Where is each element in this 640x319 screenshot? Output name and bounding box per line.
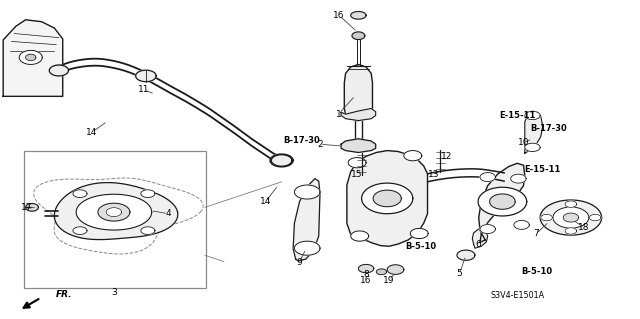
Text: E-15-11: E-15-11 [525,165,561,174]
Polygon shape [294,185,320,199]
Polygon shape [76,194,152,230]
Text: 2: 2 [317,140,323,149]
Text: 17: 17 [21,204,33,212]
Text: 3: 3 [111,288,116,297]
Text: 11: 11 [138,85,150,94]
Polygon shape [3,20,63,96]
Polygon shape [373,190,401,207]
Text: 10: 10 [518,138,529,147]
Text: 9: 9 [297,258,302,267]
Polygon shape [472,229,488,248]
Polygon shape [480,173,495,182]
Text: 4: 4 [166,209,171,218]
Polygon shape [376,269,387,275]
Polygon shape [525,111,540,120]
Polygon shape [565,201,577,207]
Text: 18: 18 [578,223,589,232]
Text: 1: 1 [337,110,342,119]
Polygon shape [270,154,293,167]
Polygon shape [525,143,540,152]
Polygon shape [565,228,577,234]
Polygon shape [478,187,527,216]
Text: B-17-30: B-17-30 [284,136,321,145]
Polygon shape [51,65,67,75]
Polygon shape [347,151,428,246]
Polygon shape [341,139,376,152]
Text: 14: 14 [260,197,271,206]
Polygon shape [73,190,87,197]
Polygon shape [106,208,122,217]
Polygon shape [141,227,155,234]
Polygon shape [348,158,366,168]
Polygon shape [589,214,601,221]
Polygon shape [26,204,38,211]
Text: B-17-30: B-17-30 [531,124,568,133]
Text: FR.: FR. [56,290,72,299]
Text: E-15-11: E-15-11 [499,111,535,120]
Polygon shape [479,163,525,242]
Polygon shape [541,214,552,221]
Polygon shape [457,250,475,260]
Text: 14: 14 [86,128,97,137]
Text: 15: 15 [351,170,363,179]
Text: 12: 12 [441,152,452,161]
Text: 8: 8 [364,271,369,279]
Polygon shape [293,179,320,261]
Text: 16: 16 [360,276,372,285]
Text: S3V4-E1501A: S3V4-E1501A [490,291,544,300]
Text: B-5-10: B-5-10 [406,242,436,251]
Polygon shape [19,50,42,64]
Text: 13: 13 [428,170,440,179]
Polygon shape [294,241,320,255]
Polygon shape [73,227,87,234]
Polygon shape [341,108,376,121]
Text: 6: 6 [476,241,481,249]
Polygon shape [54,182,178,240]
Text: 19: 19 [383,276,395,285]
Polygon shape [98,203,130,221]
Polygon shape [352,32,365,40]
Polygon shape [136,70,156,82]
Text: B-5-10: B-5-10 [521,267,552,276]
Polygon shape [344,64,372,121]
Polygon shape [141,190,155,197]
Polygon shape [563,213,579,222]
Polygon shape [490,194,515,209]
Polygon shape [351,231,369,241]
Polygon shape [404,151,422,161]
Polygon shape [525,111,543,153]
Polygon shape [49,65,68,76]
Bar [24,151,206,288]
Text: 5: 5 [457,269,462,278]
Polygon shape [540,200,602,235]
Polygon shape [410,228,428,239]
Polygon shape [271,155,292,166]
Text: 16: 16 [333,11,345,20]
Polygon shape [553,207,589,228]
Polygon shape [358,264,374,273]
Text: 7: 7 [534,229,539,238]
Polygon shape [514,220,529,229]
Polygon shape [26,54,36,61]
Polygon shape [511,174,526,183]
Polygon shape [362,183,413,214]
Polygon shape [387,265,404,274]
Polygon shape [351,11,366,19]
Polygon shape [480,225,495,234]
